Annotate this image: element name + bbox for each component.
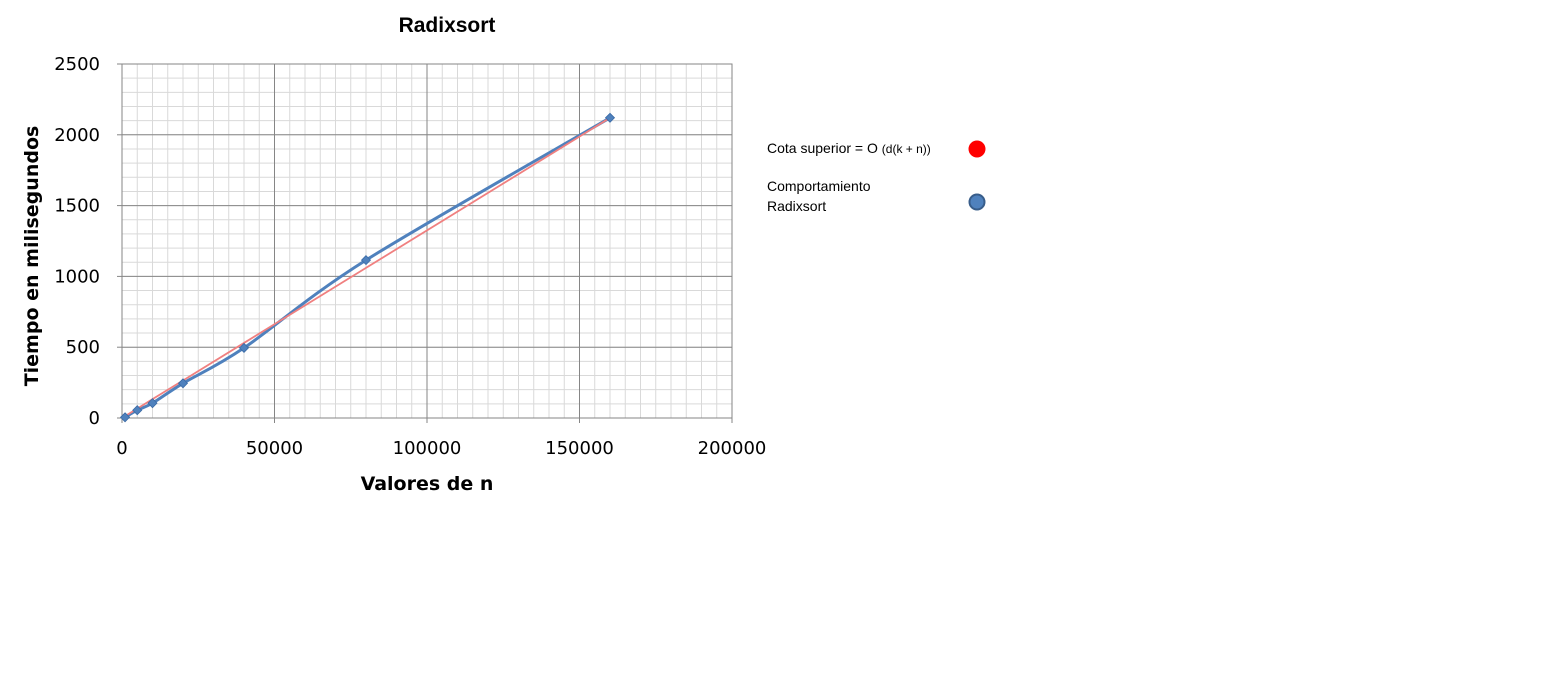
- data-point-comportamiento: [360, 255, 372, 266]
- y-tick-label: 500: [66, 337, 100, 358]
- data-point-comportamiento: [147, 398, 158, 409]
- data-point-comportamiento: [132, 405, 143, 416]
- chart-title: Radixsort: [399, 14, 496, 37]
- series-layer: [119, 112, 616, 423]
- x-tick-label: 0: [116, 438, 127, 459]
- data-point-comportamiento: [119, 412, 131, 423]
- legend-entry-comportamiento: Comportamiento Radixsort: [767, 178, 986, 214]
- y-axis-label: Tiempo en milisegundos: [21, 126, 43, 387]
- y-axis-ticks: 0 500 1000 1500 2000 2500: [54, 54, 122, 429]
- y-tick-label: 2000: [54, 125, 100, 146]
- legend-swatch-cota-superior: [968, 140, 986, 158]
- y-tick-label: 0: [89, 408, 100, 429]
- x-axis-label: Valores de n: [361, 473, 494, 495]
- legend-label-comportamiento-line2: Radixsort: [767, 198, 826, 214]
- data-point-comportamiento: [604, 112, 616, 123]
- legend-swatch-comportamiento: [968, 193, 986, 211]
- data-point-comportamiento: [238, 342, 250, 353]
- y-tick-label: 1500: [54, 196, 100, 217]
- x-tick-label: 200000: [698, 438, 767, 459]
- legend-label-comportamiento-line1: Comportamiento: [767, 178, 871, 194]
- legend-label-cota-superior: Cota superior = O (d(k + n)): [767, 140, 931, 156]
- data-point-comportamiento: [177, 378, 189, 389]
- y-tick-label: 2500: [54, 54, 100, 75]
- x-axis-ticks: 0 50000 100000 150000 200000: [116, 418, 766, 459]
- x-tick-label: 50000: [246, 438, 303, 459]
- y-tick-label: 1000: [54, 266, 100, 287]
- x-tick-label: 150000: [545, 438, 614, 459]
- legend-label-cota-main: Cota superior = O: [767, 140, 882, 156]
- major-gridlines: [122, 64, 732, 418]
- legend-entry-cota-superior: Cota superior = O (d(k + n)): [767, 140, 986, 158]
- x-tick-label: 100000: [393, 438, 462, 459]
- legend-label-cota-formula: (d(k + n)): [882, 142, 931, 156]
- legend: Cota superior = O (d(k + n)) Comportamie…: [767, 140, 986, 214]
